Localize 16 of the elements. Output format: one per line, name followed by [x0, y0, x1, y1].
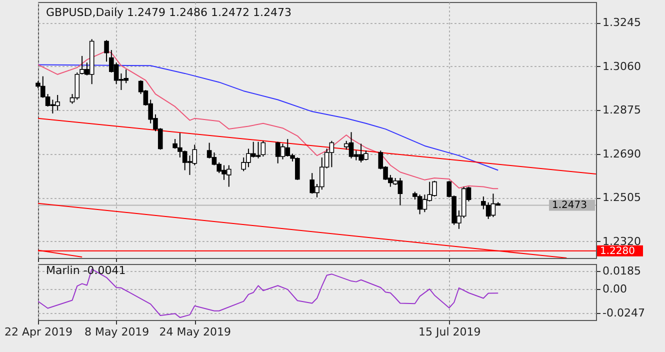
- x-tick-label: 24 May 2019: [159, 326, 231, 338]
- y-tick-label: 1.2690: [602, 147, 641, 160]
- y-tick-label: 0.0185: [602, 264, 641, 278]
- y-tick-label: 1.2875: [602, 104, 641, 117]
- chart-title: GBPUSD,Daily 1.2479 1.2486 1.2472 1.2473: [46, 6, 292, 19]
- y-tick-label: 0.00: [602, 282, 627, 296]
- ref-line-label: 1.2280: [600, 246, 635, 257]
- x-tick-label: 8 May 2019: [84, 326, 150, 338]
- y-tick-label: 1.2320: [602, 234, 641, 248]
- ref-line-label: 1.2473: [552, 200, 587, 212]
- y-tick-label: 1.3245: [602, 16, 641, 30]
- y-tick-label: 1.2505: [602, 191, 641, 204]
- y-tick-label: 1.3060: [602, 60, 641, 73]
- x-tick-label: 22 Apr 2019: [4, 326, 73, 338]
- y-tick-label: -0.0247: [602, 306, 645, 320]
- x-tick-label: 15 Jul 2019: [418, 326, 481, 338]
